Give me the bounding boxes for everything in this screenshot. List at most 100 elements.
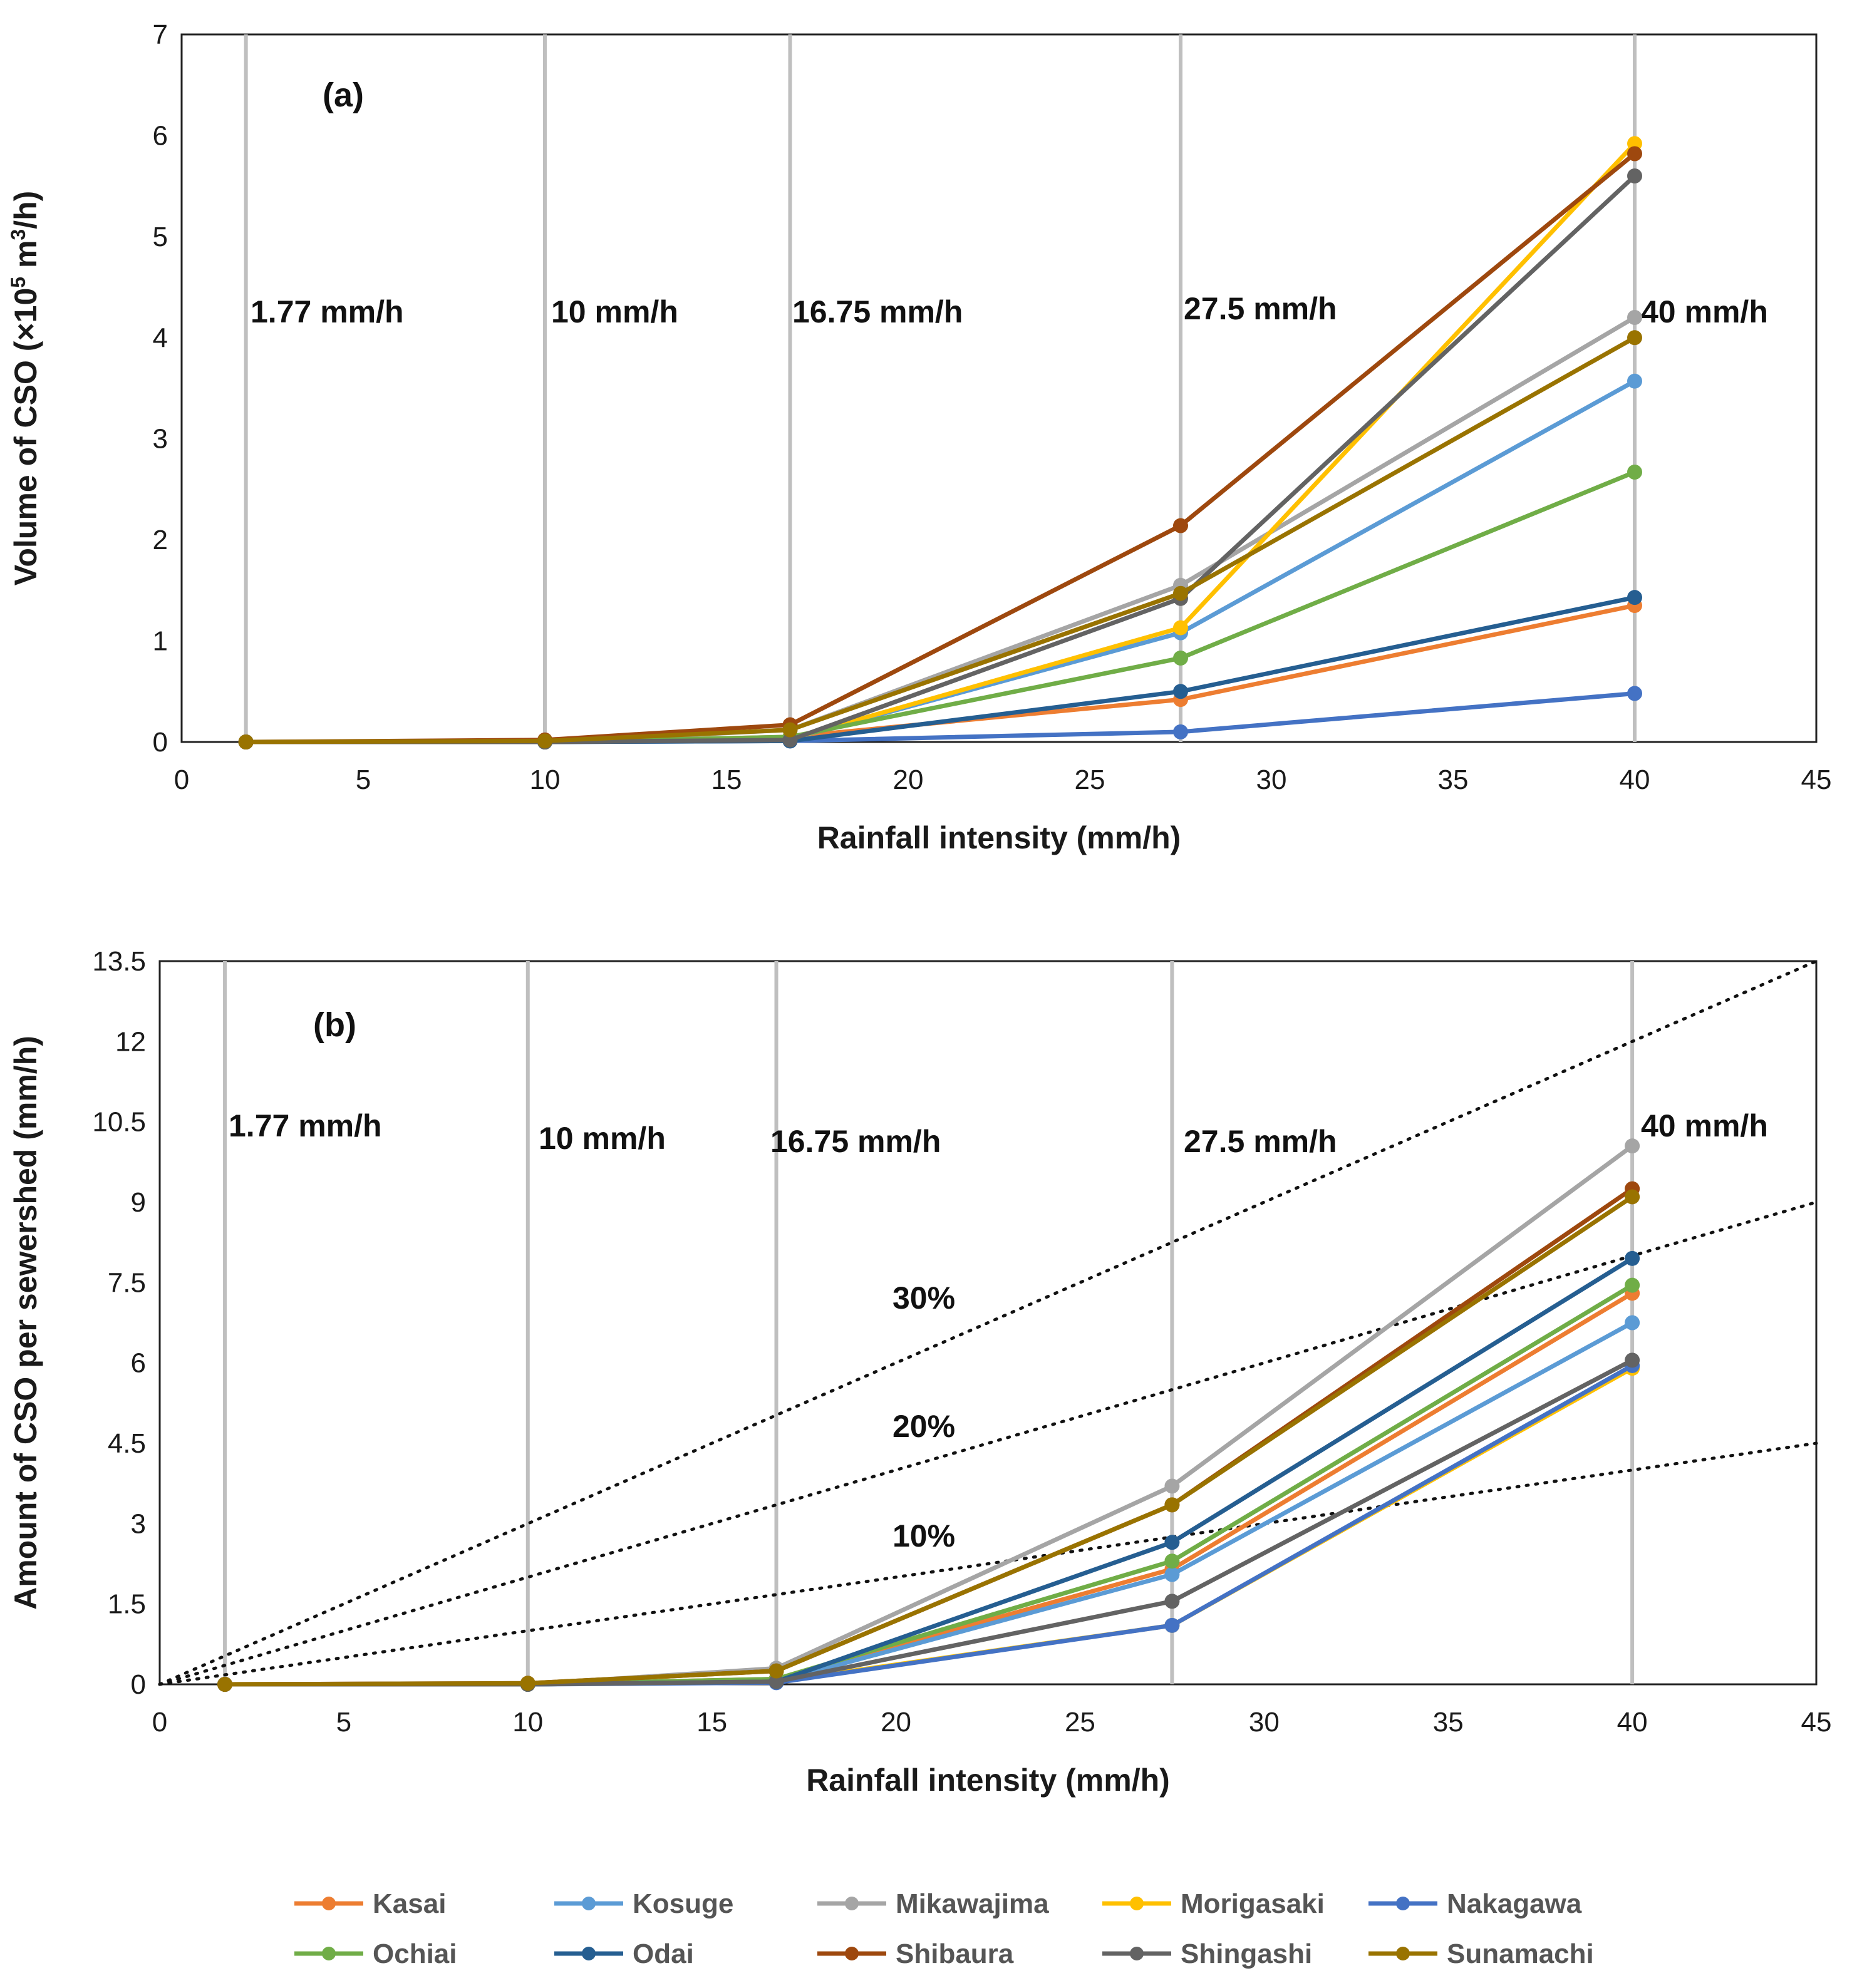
b-point-kosuge-3 (1164, 1567, 1180, 1582)
a-rain-label-1: 10 mm/h (551, 294, 678, 329)
a-point-nakagawa-4 (1627, 686, 1642, 701)
b-y-tick-3: 3 (131, 1508, 146, 1539)
a-panel-label: (a) (323, 76, 364, 114)
a-y-title-part-0: Volume of CSO (×10 (8, 288, 43, 586)
a-point-ochiai-4 (1627, 464, 1642, 480)
a-y-tick-6: 6 (153, 120, 168, 151)
a-point-shibaura-3 (1173, 518, 1188, 533)
legend-marker-shingashi (1130, 1947, 1144, 1960)
b-panel-label: (b) (313, 1006, 356, 1044)
a-y-axis-title: Volume of CSO (×105 m3/h) (7, 191, 43, 586)
b-x-tick-10: 10 (512, 1707, 543, 1738)
a-x-tick-15: 15 (711, 765, 742, 795)
b-ref-label-10: 10% (892, 1518, 955, 1553)
a-series-line-ochiai (246, 470, 1636, 744)
a-series-line-nakagawa (246, 691, 1635, 744)
a-point-shingashi-4 (1627, 168, 1642, 183)
legend-marker-kosuge (582, 1897, 596, 1910)
a-x-tick-30: 30 (1256, 765, 1287, 795)
a-point-shibaura-4 (1627, 146, 1642, 162)
a-x-tick-45: 45 (1801, 765, 1832, 795)
a-rain-label-3: 27.5 mm/h (1184, 291, 1337, 326)
b-point-ochiai-3 (1164, 1553, 1180, 1569)
legend-label-morigasaki: Morigasaki (1181, 1888, 1325, 1919)
a-y-tick-2: 2 (153, 525, 168, 555)
legend-marker-nakagawa (1396, 1897, 1410, 1910)
a-rain-label-2: 16.75 mm/h (792, 294, 963, 329)
legend-marker-kasai (322, 1897, 336, 1910)
b-point-mikawajima-3 (1164, 1478, 1180, 1494)
b-x-tick-15: 15 (696, 1707, 727, 1738)
b-point-shingashi-2 (768, 1674, 784, 1689)
a-series-line-shibaura (246, 152, 1637, 744)
b-plot-area (158, 960, 1818, 1686)
b-rain-label-2: 16.75 mm/h (770, 1124, 941, 1159)
b-point-shingashi-3 (1164, 1594, 1180, 1609)
b-point-shingashi-4 (1625, 1352, 1640, 1368)
a-plot-area (180, 33, 1818, 743)
legend-label-shibaura: Shibaura (896, 1939, 1014, 1969)
a-point-sunamachi-3 (1173, 585, 1188, 601)
a-x-tick-35: 35 (1438, 765, 1469, 795)
b-point-sunamachi-2 (768, 1663, 784, 1679)
a-x-axis-title: Rainfall intensity (mm/h) (817, 820, 1181, 855)
b-x-tick-40: 40 (1617, 1707, 1648, 1738)
a-point-kosuge-4 (1627, 373, 1642, 389)
b-point-kosuge-4 (1625, 1315, 1640, 1331)
a-y-tick-3: 3 (153, 424, 168, 455)
b-y-axis-title: Amount of CSO per sewershed (mm/h) (8, 1036, 43, 1610)
legend-label-shingashi: Shingashi (1181, 1939, 1312, 1969)
a-x-tick-20: 20 (893, 765, 924, 795)
b-point-ochiai-4 (1625, 1277, 1640, 1293)
a-x-tick-0: 0 (174, 765, 189, 795)
a-point-sunamachi-1 (537, 733, 552, 749)
a-y-title-part-4: /h) (8, 191, 43, 229)
b-point-odai-3 (1164, 1535, 1180, 1550)
a-series-line-sunamachi (246, 336, 1636, 744)
a-x-tick-10: 10 (530, 765, 561, 795)
b-y-tick-10-5: 10.5 (92, 1107, 146, 1138)
a-y-title-part-2: m (8, 240, 43, 277)
b-y-tick-1-5: 1.5 (108, 1589, 146, 1620)
b-y-tick-13-5: 13.5 (92, 946, 146, 977)
b-point-sunamachi-0 (217, 1677, 233, 1692)
a-point-ochiai-3 (1173, 651, 1188, 666)
legend-label-nakagawa: Nakagawa (1447, 1888, 1582, 1919)
a-y-tick-1: 1 (153, 626, 168, 657)
panel-b-chart: 10% 20% 30% 0 5 10 15 20 25 30 35 40 45 0 1.5 3 4.5 6 7.5 9… (8, 946, 1831, 1798)
b-ref-line-10 (158, 1441, 1818, 1686)
a-point-sunamachi-4 (1627, 330, 1642, 346)
b-y-tick-4-5: 4.5 (108, 1428, 146, 1459)
a-point-sunamachi-0 (238, 734, 254, 749)
b-x-tick-35: 35 (1433, 1707, 1464, 1738)
legend-label-kasai: Kasai (373, 1888, 446, 1919)
a-point-nakagawa-3 (1173, 724, 1188, 739)
a-y-title-part-3: 3 (7, 229, 29, 240)
legend-marker-odai (582, 1947, 596, 1960)
b-x-axis-title: Rainfall intensity (mm/h) (806, 1763, 1170, 1798)
a-series-line-shingashi (246, 174, 1637, 744)
a-point-odai-4 (1627, 590, 1642, 605)
a-x-tick-5: 5 (356, 765, 371, 795)
a-y-title-part-1: 5 (7, 277, 29, 288)
b-rain-label-0: 1.77 mm/h (229, 1108, 382, 1143)
b-ref-line-20 (158, 1200, 1818, 1686)
legend-label-kosuge: Kosuge (633, 1888, 733, 1919)
b-y-tick-0: 0 (131, 1669, 146, 1700)
b-rain-label-3: 27.5 mm/h (1184, 1124, 1337, 1159)
legend: Kasai Kosuge Mikawajima Morigasaki Nakagawa O… (294, 1888, 1594, 1969)
a-point-sunamachi-2 (782, 722, 798, 738)
legend-marker-sunamachi (1396, 1947, 1410, 1960)
b-rain-label-1: 10 mm/h (539, 1121, 666, 1156)
b-x-tick-5: 5 (336, 1707, 351, 1738)
a-rain-label-4: 40 mm/h (1641, 294, 1768, 329)
a-x-tick-25: 25 (1075, 765, 1105, 795)
b-x-tick-0: 0 (152, 1707, 167, 1738)
b-y-tick-12: 12 (115, 1026, 146, 1057)
b-x-tick-45: 45 (1801, 1707, 1832, 1738)
b-y-tick-6: 6 (131, 1348, 146, 1379)
b-rain-label-4: 40 mm/h (1641, 1108, 1768, 1143)
b-x-tick-30: 30 (1249, 1707, 1280, 1738)
